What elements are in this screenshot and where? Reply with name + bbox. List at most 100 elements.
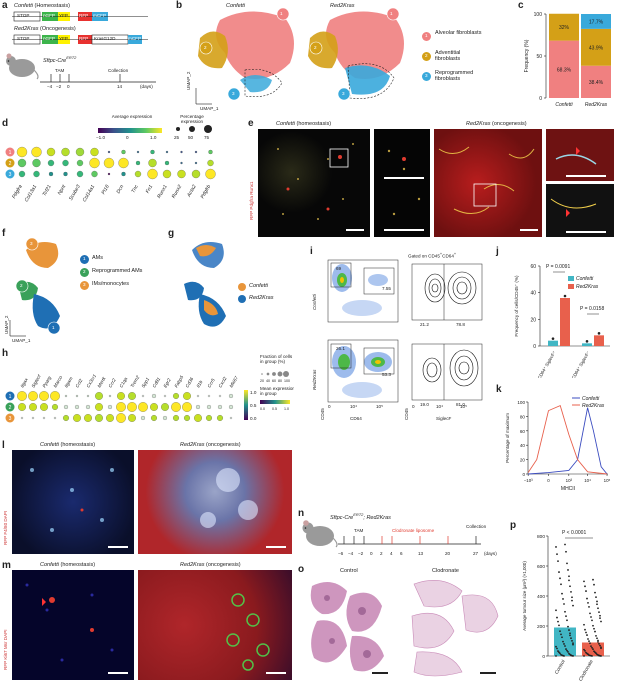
e-right-title: Red2Kras (oncogenesis) xyxy=(466,121,527,127)
d-dot xyxy=(162,169,172,179)
p-point xyxy=(591,646,593,649)
c-bar-segment xyxy=(549,13,579,41)
d-dot xyxy=(180,150,183,154)
dotplot-d: 1 2 3 Pdgfra Col13a1 Tcf21 Npnt Scube3 Col14a1 Pi… xyxy=(5,146,216,203)
d-dot xyxy=(16,146,28,158)
h-dot xyxy=(95,392,103,400)
c-bar-label: 17.7% xyxy=(589,19,604,25)
i-q-bl-1: 53.3 xyxy=(382,372,391,377)
p-point xyxy=(568,575,570,578)
p-point xyxy=(561,636,563,639)
d-dot xyxy=(75,147,85,157)
i-q-tl-1: 7.55 xyxy=(382,286,391,291)
chart-j-bars: 0 20 40 60 Frequency of cells/CD45⁺ (%) CD64⁺… xyxy=(514,264,610,378)
p-point xyxy=(563,603,565,605)
mouse-icon xyxy=(6,53,39,80)
p-point xyxy=(585,631,587,634)
d-dot xyxy=(136,150,140,154)
umap-b-cluster-2-right: 2 xyxy=(314,45,317,50)
k-series-line xyxy=(527,404,608,475)
i-tick-left-2: 10⁵ xyxy=(376,404,384,409)
stop-label-1: STOP xyxy=(17,13,30,18)
p-point xyxy=(570,637,572,640)
h-legend-frac-dot xyxy=(283,371,289,377)
p-point xyxy=(564,543,566,546)
k-series-line xyxy=(528,407,608,475)
panel-label-g: g xyxy=(168,228,175,239)
umap-b-cluster-1-right: 1 xyxy=(390,11,393,16)
m-right-title: Red2Kras (oncogenesis) xyxy=(180,562,241,568)
h-dot xyxy=(116,413,126,423)
d-dot xyxy=(107,150,111,154)
h-gene-label: Spp1 xyxy=(141,376,151,388)
p-point xyxy=(558,624,560,627)
i-tick-right-0: 0 xyxy=(412,404,415,409)
h-dot xyxy=(172,393,179,400)
k-ytick-label: 0 xyxy=(522,472,525,477)
k-ylabel: Percentage of maximum xyxy=(505,413,510,463)
h-dot xyxy=(17,391,27,401)
h-dot xyxy=(73,414,81,422)
h-legend-mean-tick: 0.5 xyxy=(272,407,277,411)
p-point xyxy=(585,651,587,654)
j-legend-swatch xyxy=(568,284,574,289)
d-gene-label: Tnc xyxy=(130,184,140,195)
p-point xyxy=(558,571,560,573)
d-dot xyxy=(76,170,84,178)
d-dot xyxy=(147,168,158,180)
p-point xyxy=(560,653,562,656)
i-q-bl-0: 26.1 xyxy=(336,346,345,351)
h-dot xyxy=(39,391,49,401)
d-dot xyxy=(150,149,155,155)
d-dot xyxy=(208,149,213,155)
d-dot xyxy=(207,159,214,167)
p-point xyxy=(555,546,557,548)
h-dot xyxy=(29,403,37,411)
i-q-tr-1: 78.8 xyxy=(456,322,465,327)
h-gene-label: Itgax xyxy=(20,377,30,389)
p-point xyxy=(560,633,562,636)
p-xtick-label: Control xyxy=(554,659,567,675)
d-row-label: 2 xyxy=(9,161,12,167)
p-point xyxy=(566,562,568,565)
p-point xyxy=(586,597,588,600)
p-point xyxy=(572,643,574,646)
p-point xyxy=(585,590,587,592)
p-ytick-label: 200 xyxy=(537,624,545,630)
red2-construct-diagram xyxy=(12,34,148,45)
p-point xyxy=(557,620,559,623)
p-point xyxy=(557,650,559,652)
h-legend-frac-tick: 40 xyxy=(266,379,270,383)
p-point xyxy=(572,604,574,607)
k-legend-label: Confetti xyxy=(582,396,600,402)
d-dot xyxy=(46,147,56,157)
p-point xyxy=(584,649,586,652)
p-bar xyxy=(554,627,576,656)
h-dot xyxy=(18,403,26,411)
h-dot xyxy=(20,416,24,420)
h-legend-frac-tick: 100 xyxy=(284,379,290,383)
p-point xyxy=(558,651,560,654)
o-histology xyxy=(310,579,499,677)
h-dot xyxy=(108,394,112,398)
panel-label-k: k xyxy=(496,384,502,395)
d-dot xyxy=(148,158,157,168)
h-dot xyxy=(116,402,126,412)
h-dot xyxy=(63,404,69,410)
d-dot xyxy=(121,171,126,177)
h-row-marker xyxy=(5,391,15,401)
panel-label-p: p xyxy=(510,520,517,531)
d-dot xyxy=(90,147,99,157)
panel-label-a: a xyxy=(2,0,8,11)
p-point xyxy=(568,629,570,631)
p-point xyxy=(583,648,585,651)
h-gene-label: Ccr5 xyxy=(207,377,216,388)
d-legend-avg: Average expression xyxy=(111,114,153,119)
p-point xyxy=(592,648,594,651)
panel-label-h: h xyxy=(2,348,9,359)
p-point xyxy=(559,577,561,580)
h-gene-label: C1qa xyxy=(119,376,129,388)
h-dot xyxy=(171,402,181,412)
i-tick-right-2: 10⁵ xyxy=(460,404,468,409)
